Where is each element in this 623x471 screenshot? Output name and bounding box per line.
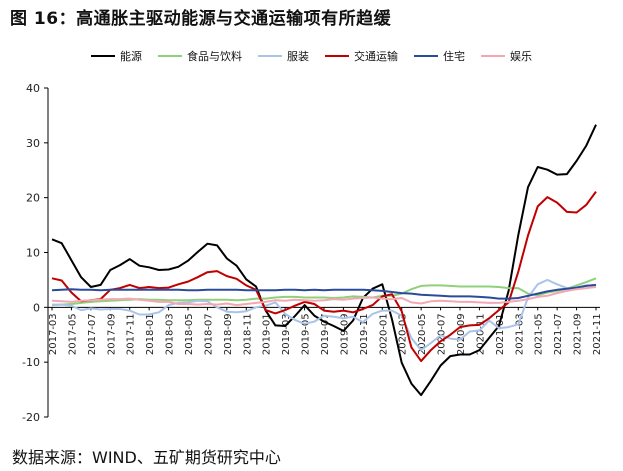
x-tick-label: 2017-09 (106, 313, 117, 355)
legend-swatch (258, 55, 282, 57)
x-tick-label: 2021-05 (534, 313, 545, 355)
chart-legend: 能源 食品与饮料 服装 交通运输 住宅 娱乐 (0, 48, 623, 64)
x-tick-label: 2017-07 (87, 313, 98, 355)
x-tick-label: 2020-05 (417, 313, 428, 355)
x-tick-label: 2018-07 (203, 313, 214, 355)
x-tick-label: 2019-03 (281, 313, 292, 355)
x-tick-label: 2019-05 (301, 313, 312, 355)
y-tick-label: 10 (26, 247, 40, 260)
x-tick-label: 2019-01 (262, 313, 273, 355)
series-line-5 (51, 283, 597, 300)
legend-swatch (158, 55, 182, 57)
legend-item-6: 娱乐 (481, 48, 532, 64)
legend-item-4: 交通运输 (325, 48, 398, 64)
legend-swatch (325, 55, 349, 57)
x-tick-label: 2020-01 (378, 313, 389, 355)
x-tick-label: 2019-11 (359, 313, 370, 355)
x-tick-label: 2018-11 (242, 313, 253, 355)
x-tick-label: 2017-11 (126, 313, 137, 355)
legend-label: 住宅 (443, 50, 465, 63)
x-tick-label: 2021-03 (514, 313, 525, 355)
x-tick-label: 2018-01 (145, 313, 156, 355)
legend-item-5: 住宅 (414, 48, 465, 64)
legend-label: 服装 (287, 50, 309, 63)
x-tick-label: 2021-01 (495, 313, 506, 355)
legend-label: 交通运输 (354, 50, 398, 63)
x-tick-label: 2018-05 (184, 313, 195, 355)
legend-swatch (481, 55, 505, 57)
x-tick-label: 2021-09 (573, 313, 584, 355)
y-tick-label: 20 (26, 192, 40, 205)
legend-item-2: 食品与饮料 (158, 48, 242, 64)
chart-title: 图 16：高通胀主驱动能源与交通运输项有所趋缓 (10, 9, 392, 29)
x-tick-label: 2020-07 (437, 313, 448, 355)
y-tick-label: 0 (33, 301, 40, 314)
y-tick-label: -10 (22, 356, 40, 369)
legend-item-3: 服装 (258, 48, 309, 64)
legend-label: 食品与饮料 (187, 50, 242, 63)
data-source-note: 数据来源：WIND、五矿期货研究中心 (12, 448, 281, 467)
legend-label: 能源 (120, 50, 142, 63)
legend-label: 娱乐 (510, 50, 532, 63)
series-line-6 (51, 286, 597, 307)
x-tick-label: 2018-09 (223, 313, 234, 355)
x-tick-label: 2019-07 (320, 313, 331, 355)
x-tick-label: 2021-07 (553, 313, 564, 355)
x-tick-label: 2020-03 (398, 313, 409, 355)
series-line-3 (52, 278, 596, 352)
y-tick-label: 30 (26, 137, 40, 150)
x-tick-label: 2020-11 (475, 313, 486, 355)
x-tick-label: 2017-05 (67, 313, 78, 355)
legend-item-1: 能源 (91, 48, 142, 64)
x-tick-label: 2020-09 (456, 313, 467, 355)
x-tick-label: 2019-09 (339, 313, 350, 355)
series-line-4 (51, 191, 597, 363)
y-tick-label: -20 (22, 411, 40, 424)
x-tick-label: 2017-03 (48, 313, 59, 355)
legend-swatch (91, 55, 115, 57)
y-tick-label: 40 (26, 82, 40, 95)
legend-swatch (414, 55, 438, 57)
x-tick-label: 2018-03 (165, 313, 176, 355)
x-tick-label: 2021-11 (592, 313, 603, 355)
